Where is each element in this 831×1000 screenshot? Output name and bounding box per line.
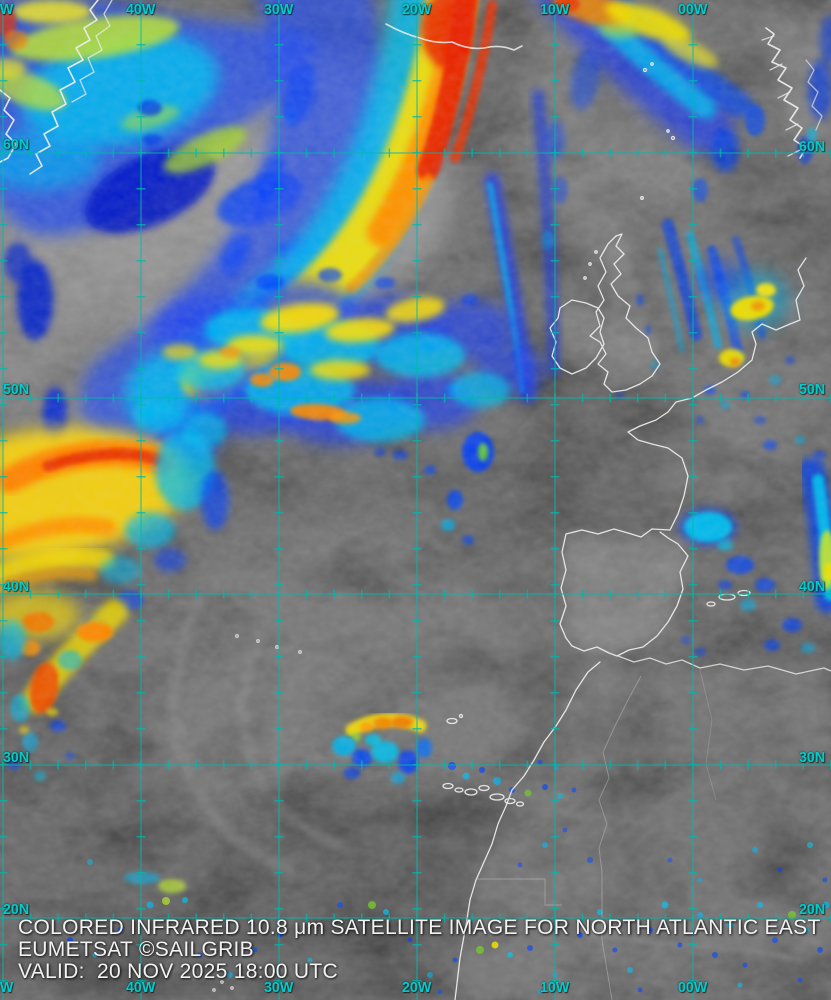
lat-label-left-60n: 60N xyxy=(3,136,30,153)
lon-label-bottom-50w: 50W xyxy=(0,979,14,996)
lat-label-left-30n: 30N xyxy=(3,749,30,766)
overlay-credit: EUMETSAT ©SAILGRIB xyxy=(18,938,254,961)
lat-label-left-20n: 20N xyxy=(3,901,30,918)
overlay-title: COLORED INFRARED 10.8 μm SATELLITE IMAGE… xyxy=(18,916,821,939)
lat-label-left-50n: 50N xyxy=(3,381,30,398)
lat-label-right-60n: 60N xyxy=(799,138,826,155)
lat-label-right-50n: 50N xyxy=(799,381,826,398)
lon-label-bottom-10w: 10W xyxy=(540,979,570,996)
lon-label-top-10w: 10W xyxy=(540,1,570,18)
lon-label-bottom-40w: 40W xyxy=(126,979,156,996)
lon-label-top-40w: 40W xyxy=(126,1,156,18)
lon-label-top-30w: 30W xyxy=(264,1,294,18)
lat-label-left-40n: 40N xyxy=(3,578,30,595)
lat-label-right-30n: 30N xyxy=(799,749,826,766)
lon-label-bottom-00w: 00W xyxy=(678,979,708,996)
lon-label-top-00w: 00W xyxy=(678,1,708,18)
lon-label-top-50w: 50W xyxy=(0,1,14,18)
lon-label-bottom-30w: 30W xyxy=(264,979,294,996)
overlay-valid-time: VALID: 20 NOV 2025 18:00 UTC xyxy=(18,960,338,983)
lon-label-bottom-20w: 20W xyxy=(402,979,432,996)
lon-label-top-20w: 20W xyxy=(402,1,432,18)
lat-label-right-40n: 40N xyxy=(799,578,826,595)
lat-label-right-20n: 20N xyxy=(799,901,826,918)
